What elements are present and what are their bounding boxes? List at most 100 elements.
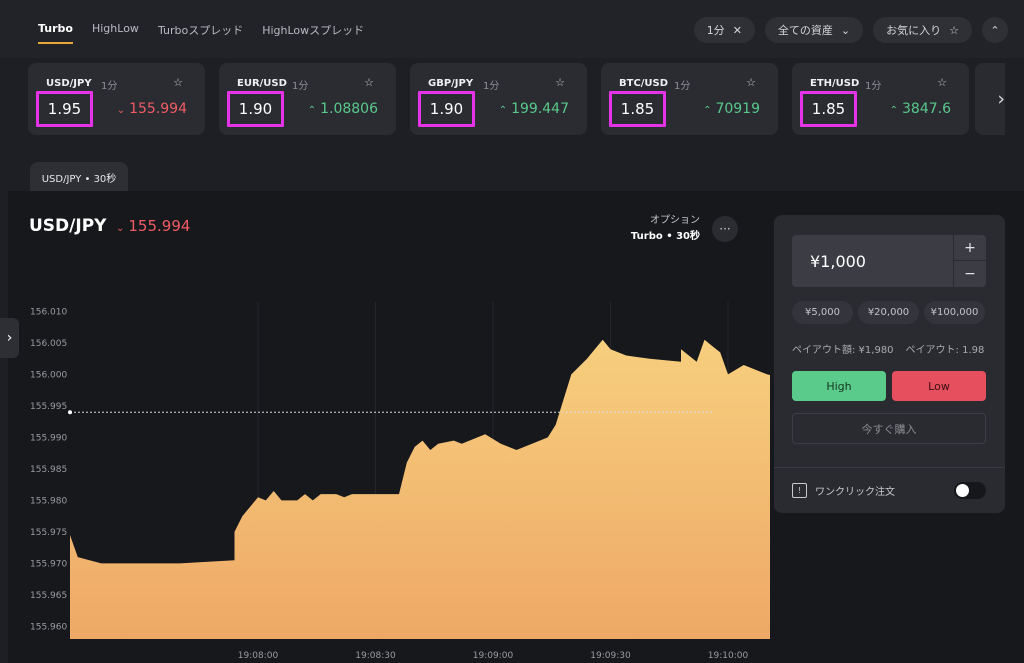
- asset-time: 1分: [865, 81, 882, 92]
- x-tick-label: 19:09:30: [590, 651, 631, 661]
- decrease-amount-button[interactable]: −: [953, 261, 986, 287]
- price-up-arrow-icon: ⌃: [889, 105, 898, 116]
- asset-price-value: 70919: [715, 101, 760, 117]
- payout-amount: ペイアウト額: ¥1,980: [792, 345, 894, 356]
- asset-card-list: USD/JPY 1分 ☆ 1.95 ⌄ 155.994 EUR/USD 1分 ☆ …: [28, 63, 969, 135]
- price-up-arrow-icon: ⌃: [498, 105, 508, 116]
- price-area-series: [70, 339, 770, 639]
- favorite-star-icon[interactable]: ☆: [937, 76, 947, 89]
- increase-amount-button[interactable]: +: [953, 235, 986, 261]
- price-down-arrow-icon: ⌄: [116, 105, 126, 116]
- payout-rate: 1.85: [609, 91, 666, 127]
- tab-turbo-spread[interactable]: Turboスプレッド: [157, 24, 244, 37]
- y-tick-label: 156.010: [30, 307, 67, 317]
- y-tick-label: 155.960: [30, 622, 67, 632]
- x-axis: 19:08:00 19:08:30 19:09:00 19:09:30 19:10:00…: [238, 651, 749, 661]
- asset-card-btc-usd[interactable]: BTC/USD 1分 ☆ 1.85 ⌃ 70919: [601, 63, 778, 135]
- option-label: オプション: [650, 215, 700, 226]
- x-tick-label: 19:08:30: [355, 651, 396, 661]
- top-navigation: Turbo HighLow Turboスプレッド HighLowスプレッド 1分…: [0, 0, 1024, 58]
- favorite-star-icon[interactable]: ☆: [555, 76, 565, 89]
- high-button[interactable]: High: [792, 371, 886, 401]
- favorite-star-icon[interactable]: ☆: [364, 76, 374, 89]
- y-tick-label: 155.985: [30, 465, 67, 475]
- investment-amount-field[interactable]: ¥1,000 + −: [792, 235, 986, 287]
- y-tick-label: 155.970: [30, 559, 67, 569]
- divider: [774, 467, 1005, 468]
- info-icon[interactable]: !: [792, 483, 807, 498]
- x-tick-label: 19:08:00: [238, 651, 279, 661]
- more-options-button[interactable]: ···: [712, 216, 738, 242]
- tab-highlow[interactable]: HighLow: [91, 22, 139, 35]
- chevron-right-icon: ›: [6, 330, 13, 346]
- close-icon[interactable]: ✕: [732, 23, 742, 37]
- one-click-label: ワンクリック注文: [815, 487, 895, 498]
- asset-symbol: GBP/JPY: [428, 78, 474, 89]
- ellipsis-icon: ···: [719, 222, 731, 236]
- preset-amount-button[interactable]: ¥5,000: [792, 301, 853, 324]
- chevron-down-icon: ⌄: [840, 23, 851, 37]
- asset-price-value: 3847.6: [902, 101, 951, 117]
- y-tick-label: 155.990: [30, 433, 67, 443]
- option-info: オプション Turbo • 30秒: [620, 213, 700, 245]
- price-up-arrow-icon: ⌃: [307, 105, 317, 116]
- x-tick-label: 19:09:00: [473, 651, 514, 661]
- preset-amount-button[interactable]: ¥100,000: [924, 301, 985, 324]
- chart-pair-price-value: 155.994: [128, 217, 191, 235]
- payout-rate: 1.85: [800, 91, 857, 127]
- y-tick-label: 156.000: [30, 370, 67, 380]
- trade-panel: ¥1,000 + − ¥5,000 ¥20,000 ¥100,000 ペイアウト…: [774, 215, 1005, 513]
- asset-price: ⌃ 1.08806: [308, 101, 378, 117]
- y-axis: 156.010 156.005 156.000 155.995 155.990 155.9…: [30, 307, 67, 632]
- collapse-button[interactable]: ⌃: [982, 17, 1008, 43]
- payout-rate: 1.90: [418, 91, 475, 127]
- asset-symbol: ETH/USD: [810, 78, 860, 89]
- tab-highlow-spread[interactable]: HighLowスプレッド: [262, 24, 365, 37]
- y-tick-label: 155.965: [30, 591, 67, 601]
- favorites-filter-chip[interactable]: お気に入り ☆: [873, 17, 972, 43]
- duration-filter-chip[interactable]: 1分 ✕: [693, 17, 755, 43]
- asset-price: ⌃ 70919: [703, 101, 760, 117]
- tab-turbo[interactable]: Turbo: [38, 22, 73, 44]
- asset-price-value: 155.994: [129, 101, 187, 117]
- asset-card-usd-jpy[interactable]: USD/JPY 1分 ☆ 1.95 ⌄ 155.994: [28, 63, 205, 135]
- one-click-order: ! ワンクリック注文: [792, 483, 895, 498]
- asset-card-partial: [975, 63, 1005, 135]
- chevron-right-icon[interactable]: ›: [997, 88, 1005, 110]
- y-tick-label: 155.995: [30, 402, 67, 412]
- y-tick-label: 156.005: [30, 339, 67, 349]
- low-button[interactable]: Low: [892, 371, 986, 401]
- current-price-marker-left: [68, 410, 72, 415]
- option-mode-tabs: Turbo HighLow Turboスプレッド HighLowスプレッド: [38, 22, 365, 44]
- y-tick-label: 155.980: [30, 496, 67, 506]
- asset-symbol: BTC/USD: [619, 78, 669, 89]
- amount-presets: ¥5,000 ¥20,000 ¥100,000: [792, 301, 985, 324]
- asset-card-gbp-jpy[interactable]: GBP/JPY 1分 ☆ 1.90 ⌃ 199.447: [410, 63, 587, 135]
- preset-amount-button[interactable]: ¥20,000: [858, 301, 919, 324]
- asset-time: 1分: [101, 81, 118, 92]
- payout-rate: 1.95: [36, 91, 93, 127]
- chart-pair-title: USD/JPY: [29, 216, 107, 236]
- chart-tab[interactable]: USD/JPY • 30秒: [30, 162, 128, 192]
- option-value: Turbo • 30秒: [630, 231, 700, 242]
- one-click-toggle[interactable]: [954, 482, 986, 499]
- asset-symbol: USD/JPY: [46, 78, 92, 89]
- asset-price-value: 1.08806: [320, 101, 378, 117]
- favorites-filter-label: お気に入り: [886, 24, 942, 37]
- expand-sidebar-button[interactable]: ›: [0, 318, 19, 358]
- assets-dropdown[interactable]: 全ての資産 ⌄: [764, 17, 864, 43]
- assets-dropdown-label: 全ての資産: [777, 24, 833, 37]
- investment-amount: ¥1,000: [810, 252, 866, 271]
- chevron-up-icon: ⌃: [990, 23, 1000, 37]
- asset-card-eth-usd[interactable]: ETH/USD 1分 ☆ 1.85 ⌃ 3847.6: [792, 63, 969, 135]
- buy-now-button[interactable]: 今すぐ購入: [792, 413, 986, 444]
- favorite-star-icon[interactable]: ☆: [746, 76, 756, 89]
- asset-price: ⌃ 3847.6: [890, 101, 951, 117]
- asset-card-eur-usd[interactable]: EUR/USD 1分 ☆ 1.90 ⌃ 1.08806: [219, 63, 396, 135]
- asset-time: 1分: [292, 81, 309, 92]
- y-tick-label: 155.975: [30, 528, 67, 538]
- direction-buttons: High Low: [792, 371, 986, 401]
- toggle-knob: [956, 484, 969, 497]
- favorite-star-icon[interactable]: ☆: [173, 76, 183, 89]
- price-chart[interactable]: 156.010 156.005 156.000 155.995 155.990 155.9…: [0, 0, 770, 663]
